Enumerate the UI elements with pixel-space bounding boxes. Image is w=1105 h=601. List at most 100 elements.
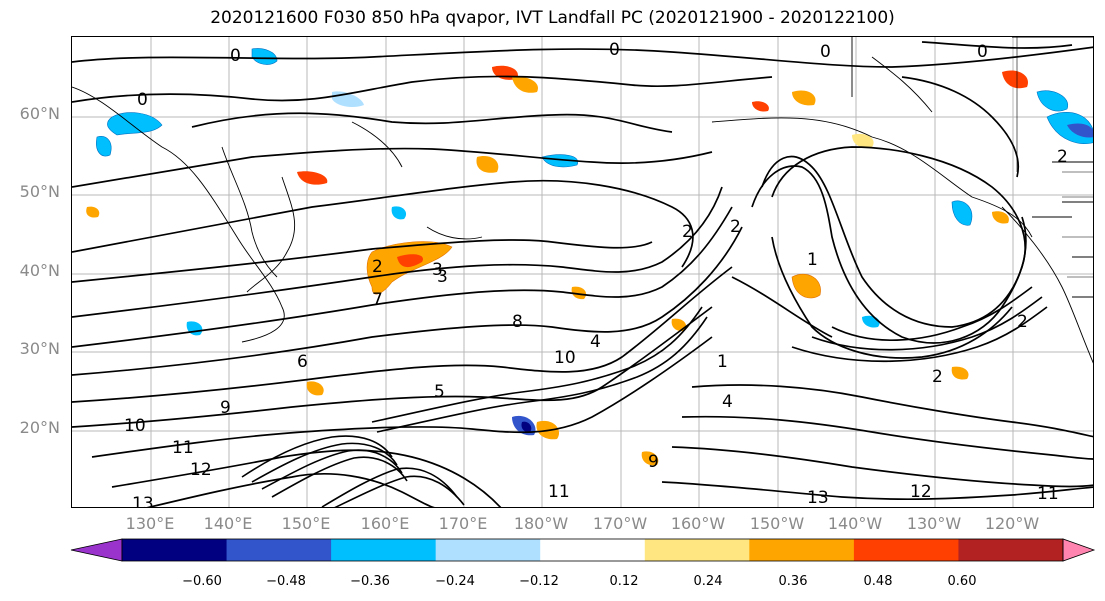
colorbar-segment xyxy=(958,539,1064,561)
map-canvas[interactable]: 0 0 0 0 0 2 2 3 3 4 5 6 7 8 9 9 10 10 11… xyxy=(72,37,1094,508)
colorbar-segment xyxy=(853,539,959,561)
lat-label-60n: 60°N xyxy=(19,104,60,123)
contour-label: 0 xyxy=(609,40,620,60)
contour-label: 2 xyxy=(730,217,741,237)
qvapor-shading xyxy=(86,48,1093,466)
political-borders xyxy=(1016,37,1093,278)
contour-label: 11 xyxy=(548,482,570,502)
qvapor-patch-positive xyxy=(512,76,538,93)
contour-label: 12 xyxy=(910,482,932,502)
contour-label: 3 xyxy=(432,260,443,280)
qvapor-patch-positive xyxy=(792,90,816,106)
lon-label-150w: 150°W xyxy=(749,514,805,533)
colorbar-extend-high xyxy=(1062,538,1096,562)
contour-label: 13 xyxy=(132,494,154,508)
qvapor-patch-positive xyxy=(1002,70,1028,89)
contour-label: 2 xyxy=(1017,312,1028,332)
qvapor-patch-positive xyxy=(297,171,328,185)
qvapor-patch-negative xyxy=(391,206,407,220)
lon-label-130e: 130°E xyxy=(125,514,175,533)
qvapor-patch-negative xyxy=(251,48,278,65)
colorbar-tick-label: −0.24 xyxy=(435,574,475,589)
contour-label: 2 xyxy=(932,367,943,387)
qvapor-patch-positive xyxy=(366,241,453,295)
lat-label-50n: 50°N xyxy=(19,182,60,201)
contour-label: 12 xyxy=(190,460,212,480)
qvapor-patch-positive xyxy=(571,286,587,300)
qvapor-patch-positive xyxy=(641,451,659,466)
contour-label: 11 xyxy=(1037,484,1059,504)
qvapor-patch-negative xyxy=(96,136,112,157)
lon-label-120w: 120°W xyxy=(984,514,1040,533)
contour-label: 8 xyxy=(512,312,523,332)
qvapor-patch-positive xyxy=(992,211,1009,224)
colorbar-tick-label: −0.36 xyxy=(350,574,390,589)
contour-label: 11 xyxy=(172,438,194,458)
contour-label: 9 xyxy=(220,398,231,418)
qvapor-patch-negative xyxy=(521,421,532,433)
colorbar-tick-label: −0.12 xyxy=(519,574,559,589)
colorbar-extend-low xyxy=(70,538,123,562)
contour-label: 5 xyxy=(434,382,445,402)
ivt-contours xyxy=(72,41,1093,507)
contour-label: 0 xyxy=(977,42,988,62)
colorbar-segment xyxy=(644,539,750,561)
tropical-contour-cluster xyxy=(241,306,708,507)
colorbar-segment xyxy=(122,539,228,561)
colorbar-tick-label: 0.36 xyxy=(778,574,808,589)
contour-label: 10 xyxy=(554,348,576,368)
qvapor-patch-positive xyxy=(791,273,821,299)
contour-label: 7 xyxy=(372,290,383,310)
qvapor-patch-positive xyxy=(951,366,969,380)
lon-label-140e: 140°E xyxy=(203,514,253,533)
qvapor-patch-positive xyxy=(476,156,499,173)
colorbar-tick-label: 0.24 xyxy=(693,574,723,589)
colorbar-segment xyxy=(226,539,332,561)
colorbar-tick-label: −0.48 xyxy=(266,574,306,589)
colorbar-tick-label: 0.48 xyxy=(863,574,893,589)
qvapor-patch-positive xyxy=(852,133,874,148)
qvapor-patch-positive xyxy=(397,254,423,268)
qvapor-patch-positive xyxy=(86,206,100,218)
colorbar-tick-label: 0.12 xyxy=(609,574,639,589)
lat-label-20n: 20°N xyxy=(19,418,60,437)
colorbar-tick-label: −0.60 xyxy=(182,574,222,589)
contour-label: 0 xyxy=(137,90,148,110)
contour-label: 13 xyxy=(807,488,829,508)
qvapor-patch-negative xyxy=(107,112,163,136)
contour-label: 9 xyxy=(648,452,659,472)
lon-label-180w: 180°W xyxy=(513,514,569,533)
qvapor-patch-positive xyxy=(306,381,324,396)
lon-label-170w: 170°W xyxy=(592,514,648,533)
contour-label: 6 xyxy=(297,352,308,372)
lon-label-160w: 160°W xyxy=(670,514,726,533)
contour-labels: 0 0 0 0 0 2 2 3 3 4 5 6 7 8 9 9 10 10 11… xyxy=(124,40,1068,508)
contour-label: 2 xyxy=(372,257,383,277)
contour-label: 4 xyxy=(590,332,601,352)
contour-label: 2 xyxy=(1057,147,1068,167)
contour-label: 4 xyxy=(722,392,733,412)
lon-label-140w: 140°W xyxy=(827,514,883,533)
contour-label: 3 xyxy=(437,267,448,287)
colorbar-segment xyxy=(435,539,541,561)
lon-label-150e: 150°E xyxy=(281,514,331,533)
colorbar-segment xyxy=(540,539,646,561)
contour-label: 0 xyxy=(230,46,241,66)
contour-label: 0 xyxy=(820,42,831,62)
qvapor-patch-negative xyxy=(1036,90,1069,112)
map-title: 2020121600 F030 850 hPa qvapor, IVT Land… xyxy=(210,8,895,28)
lat-label-40n: 40°N xyxy=(19,261,60,280)
lon-label-160e: 160°E xyxy=(360,514,410,533)
map-panel[interactable]: 0 0 0 0 0 2 2 3 3 4 5 6 7 8 9 9 10 10 11… xyxy=(71,36,1094,508)
graticule xyxy=(72,37,1093,507)
colorbar-segment xyxy=(749,539,855,561)
lon-label-130w: 130°W xyxy=(906,514,962,533)
qvapor-patch-negative xyxy=(951,200,973,226)
lat-label-30n: 30°N xyxy=(19,339,60,358)
contour-label: 1 xyxy=(807,250,818,270)
qvapor-patch-negative xyxy=(541,154,579,168)
contour-label: 2 xyxy=(682,222,693,242)
qvapor-patch-positive xyxy=(752,101,769,112)
qvapor-patch-negative xyxy=(1067,123,1093,138)
